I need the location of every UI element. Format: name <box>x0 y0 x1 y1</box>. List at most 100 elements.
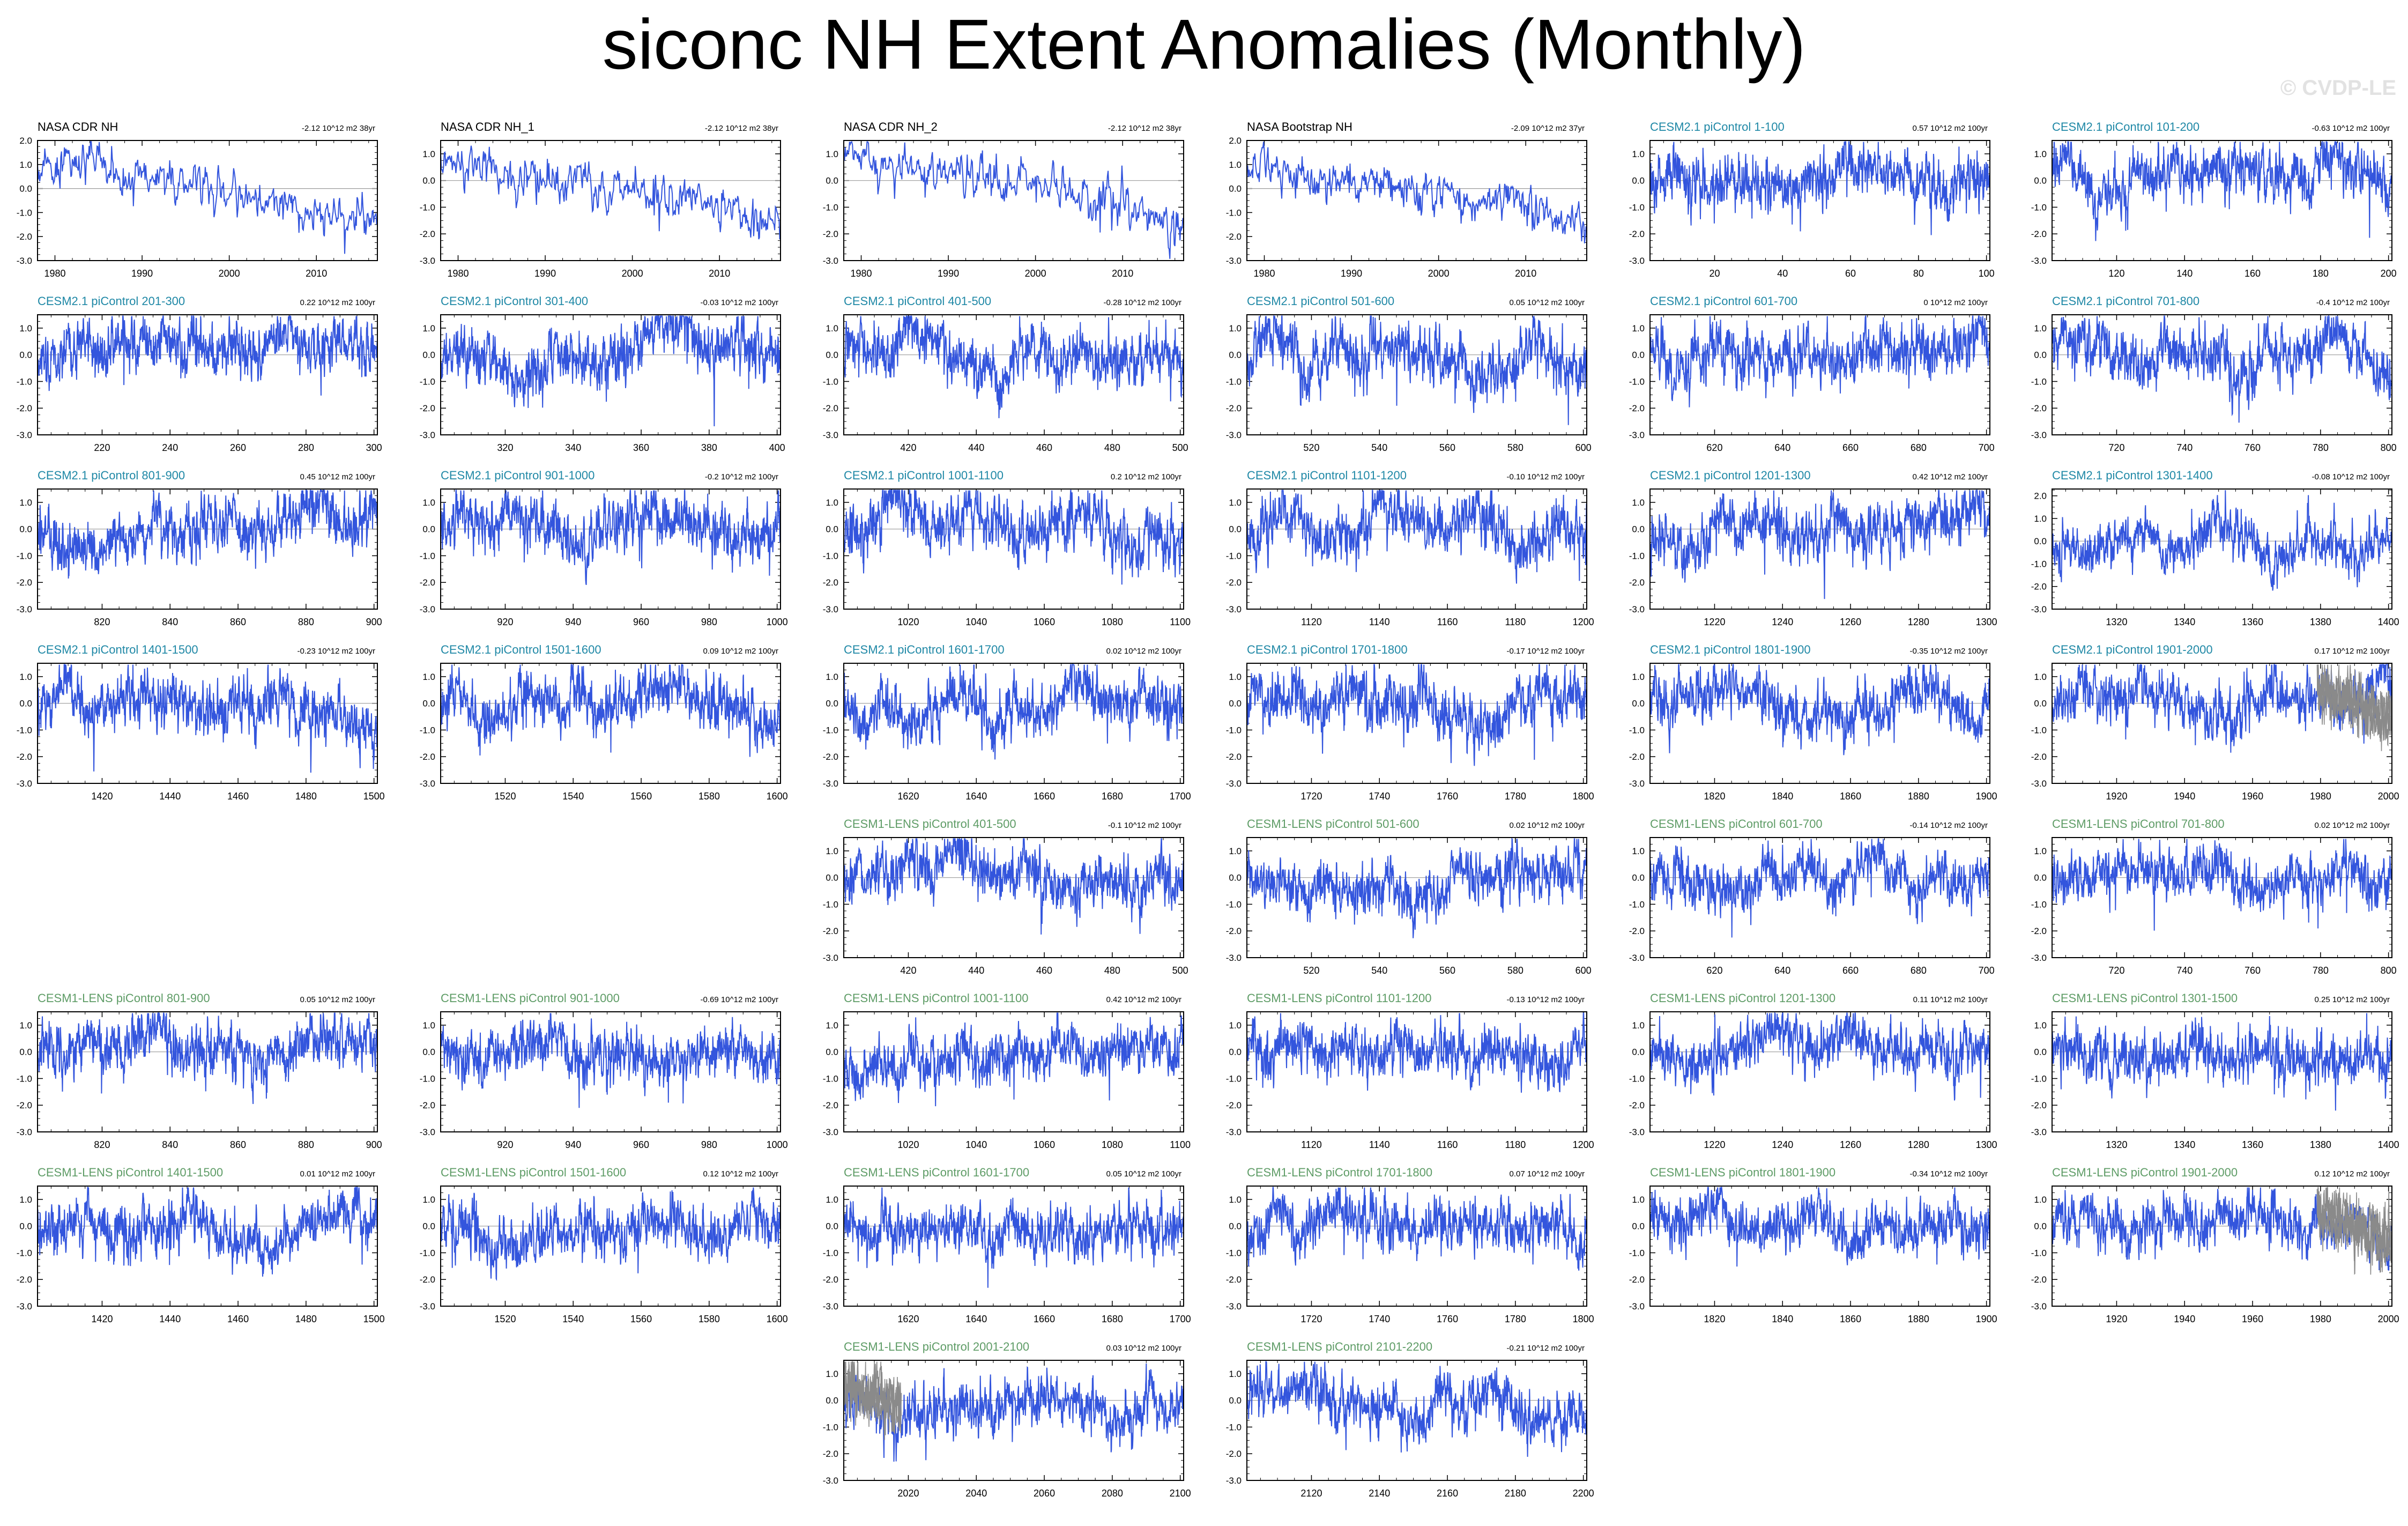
x-tick-label: 1260 <box>1840 617 1861 627</box>
y-tick-label: -3.0 <box>17 256 32 266</box>
panel-12: CESM2.1 piControl 701-800 -0.4 10^12 m2 1… <box>2031 294 2397 453</box>
x-tick-label: 1940 <box>2174 791 2195 802</box>
y-tick-label: -3.0 <box>420 256 435 266</box>
y-tick-label: 1.0 <box>422 149 435 159</box>
y-tick-label: -1.0 <box>1629 376 1645 387</box>
plot-frame <box>440 140 781 261</box>
y-tick-label: -3.0 <box>1629 1301 1645 1312</box>
y-tick-label: -3.0 <box>1226 430 1242 440</box>
x-tick-label: 600 <box>1575 965 1592 976</box>
panel-38: CESM1-LENS piControl 1701-1800 0.07 10^12… <box>1226 1166 1594 1324</box>
y-tick-label: -3.0 <box>823 256 838 266</box>
y-tick-label: 0.0 <box>2034 536 2047 546</box>
y-tick-label: 1.0 <box>1229 160 1242 170</box>
x-tick-label: 880 <box>298 1139 314 1150</box>
x-tick-label: 1990 <box>131 268 153 279</box>
y-tick-label: -3.0 <box>420 604 435 614</box>
trend-label: 0.2 10^12 m2 100yr <box>1111 472 1181 481</box>
y-tick-label: -1.0 <box>420 202 435 212</box>
panel-title: NASA CDR NH <box>38 120 118 134</box>
x-tick-label: 380 <box>701 442 717 453</box>
panel-title: CESM2.1 piControl 201-300 <box>38 294 185 308</box>
y-tick-label: 1.0 <box>19 1195 32 1205</box>
y-tick-label: -3.0 <box>823 953 838 963</box>
y-tick-label: -3.0 <box>17 1127 32 1137</box>
x-tick-label: 1990 <box>1341 268 1362 279</box>
plot-frame <box>1246 488 1587 610</box>
x-tick-label: 180 <box>2313 268 2329 279</box>
y-tick-label: -1.0 <box>823 376 838 387</box>
x-tick-label: 940 <box>565 1139 581 1150</box>
y-tick-label: 0.0 <box>2034 873 2047 883</box>
panel-title: CESM1-LENS piControl 2001-2100 <box>844 1340 1029 1353</box>
panel-41: CESM1-LENS piControl 2001-2100 0.03 10^12… <box>823 1340 1191 1499</box>
y-tick-label: 0.0 <box>422 699 435 709</box>
trend-label: -2.09 10^12 m2 37yr <box>1511 124 1585 133</box>
x-tick-label: 440 <box>968 442 984 453</box>
x-tick-label: 1220 <box>1704 1139 1725 1150</box>
x-tick-label: 2010 <box>709 268 730 279</box>
y-tick-label: -3.0 <box>1629 604 1645 614</box>
plot-frame <box>1649 1011 1990 1132</box>
y-tick-label: -2.0 <box>2031 582 2047 592</box>
y-tick-label: -2.0 <box>17 403 32 413</box>
y-tick-label: -1.0 <box>17 725 32 735</box>
y-tick-label: -2.0 <box>17 752 32 762</box>
y-tick-label: -3.0 <box>420 430 435 440</box>
y-tick-label: 1.0 <box>1632 846 1645 856</box>
series-line <box>844 663 1184 760</box>
x-tick-label: 1940 <box>2174 1314 2195 1324</box>
x-tick-label: 2160 <box>1437 1488 1458 1499</box>
series-line <box>1247 142 1587 243</box>
trend-label: 0.17 10^12 m2 100yr <box>2315 647 2390 656</box>
x-tick-label: 1740 <box>1369 1314 1390 1324</box>
x-tick-label: 1340 <box>2174 617 2195 627</box>
x-tick-label: 1440 <box>159 1314 181 1324</box>
trend-label: -0.69 10^12 m2 100yr <box>701 995 778 1004</box>
y-tick-label: -3.0 <box>17 779 32 789</box>
x-tick-label: 1920 <box>2106 1314 2127 1324</box>
y-tick-label: -1.0 <box>2031 1248 2047 1258</box>
x-tick-label: 920 <box>497 1139 513 1150</box>
panel-title: CESM2.1 piControl 1201-1300 <box>1650 469 1811 482</box>
plot-frame <box>1246 1011 1587 1132</box>
y-tick-label: -3.0 <box>1226 604 1242 614</box>
x-tick-label: 1500 <box>363 1314 385 1324</box>
x-tick-label: 920 <box>497 617 513 627</box>
x-tick-label: 1720 <box>1300 791 1322 802</box>
x-tick-label: 1280 <box>1908 1139 1929 1150</box>
x-tick-label: 900 <box>366 1139 382 1150</box>
x-tick-label: 2010 <box>1515 268 1536 279</box>
y-tick-label: 0.0 <box>422 1221 435 1232</box>
trend-label: 0.57 10^12 m2 100yr <box>1913 124 1988 133</box>
series-line <box>2052 140 2392 241</box>
x-tick-label: 1320 <box>2106 1139 2127 1150</box>
panel-39: CESM1-LENS piControl 1801-1900 -0.34 10^1… <box>1629 1166 1997 1324</box>
y-tick-label: -1.0 <box>1226 899 1242 909</box>
x-tick-label: 1000 <box>767 1139 788 1150</box>
x-tick-label: 1380 <box>2310 617 2331 627</box>
y-tick-label: -2.0 <box>1629 1275 1645 1285</box>
plot-frame <box>37 314 378 435</box>
y-tick-label: -2.0 <box>1629 1100 1645 1110</box>
trend-label: -2.12 10^12 m2 38yr <box>302 124 375 133</box>
x-tick-label: 740 <box>2176 442 2193 453</box>
panel-17: CESM2.1 piControl 1201-1300 0.42 10^12 m2… <box>1629 469 1997 627</box>
trend-label: 0.02 10^12 m2 100yr <box>1106 647 1181 656</box>
x-tick-label: 1200 <box>1573 1139 1594 1150</box>
trend-label: -0.10 10^12 m2 100yr <box>1507 472 1585 481</box>
y-tick-label: 0.0 <box>1229 524 1242 535</box>
x-tick-label: 2000 <box>1025 268 1046 279</box>
series-line <box>38 141 377 254</box>
x-tick-label: 1240 <box>1772 1139 1793 1150</box>
y-tick-label: 1.0 <box>1229 498 1242 508</box>
y-tick-label: -3.0 <box>2031 256 2047 266</box>
y-tick-label: -3.0 <box>17 1301 32 1312</box>
y-tick-label: -2.0 <box>1226 1449 1242 1459</box>
x-tick-label: 1680 <box>1102 791 1123 802</box>
panel-27: CESM1-LENS piControl 601-700 -0.14 10^12 … <box>1629 817 1995 976</box>
y-tick-label: 0.0 <box>1632 1221 1645 1232</box>
y-tick-label: -3.0 <box>420 1301 435 1312</box>
y-tick-label: -1.0 <box>17 1073 32 1084</box>
y-tick-label: 1.0 <box>1229 323 1242 334</box>
